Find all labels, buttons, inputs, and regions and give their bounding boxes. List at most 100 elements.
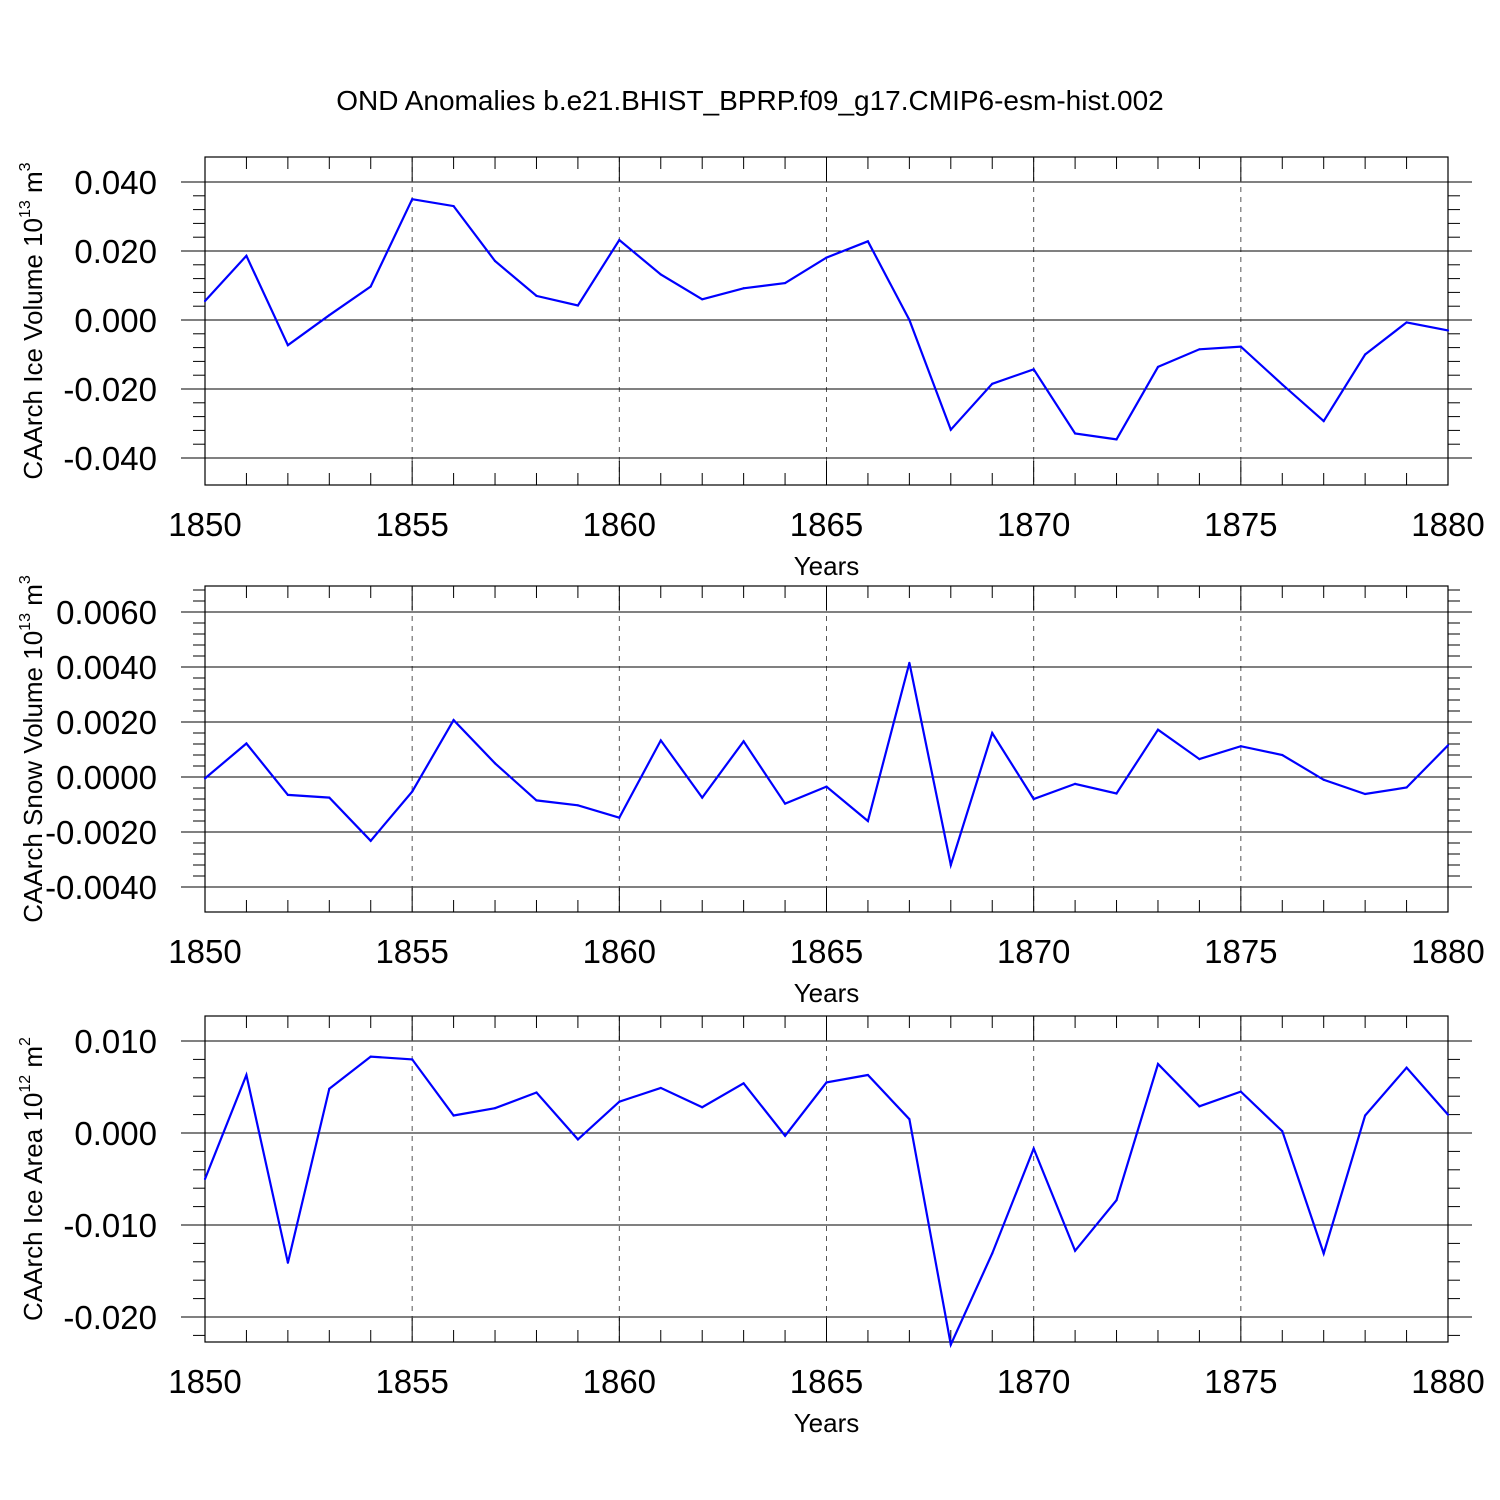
y-axis-label-text: CAArch Snow Volume 10 [18,631,48,923]
data-point [245,254,248,257]
data-point [1239,745,1242,748]
data-point [701,1106,704,1109]
data-point [1446,329,1450,332]
data-point [1032,1147,1035,1150]
data-point [1032,797,1035,801]
y-axis-label: CAArch Snow Volume 1013 m3 [17,575,48,923]
y-axis-label-unit-sup: 2 [17,1037,34,1046]
data-point [535,294,538,297]
data-point [286,793,289,796]
series-line [204,662,1449,870]
y-axis-label-sup: 13 [17,613,34,631]
x-tick-label: 1865 [790,506,863,543]
data-point [452,205,455,208]
data-point [245,742,248,745]
data-point [411,198,414,201]
y-axis-label-text: CAArch Ice Area 10 [18,1093,48,1321]
data-point [1364,353,1367,356]
data-point [701,796,704,799]
y-tick-label: 0.0060 [56,594,157,631]
data-point [328,314,331,317]
data-point [1281,1130,1284,1133]
data-point [535,1091,538,1094]
x-tick-label: 1850 [168,1363,241,1400]
x-tick-label: 1850 [168,506,241,543]
data-point [742,1082,745,1085]
y-tick-label: 0.000 [74,1115,157,1152]
x-tick-label: 1855 [375,506,448,543]
y-tick-label: 0.010 [74,1023,157,1060]
y-axis-label: CAArch Ice Area 1012 m2 [17,1037,48,1321]
data-point [1322,419,1325,423]
data-point [1156,1062,1160,1066]
data-point [411,1058,414,1061]
data-point [286,344,289,347]
data-point [452,1114,455,1117]
data-point [1156,728,1160,731]
data-point [1405,786,1408,789]
data-point [783,1134,787,1137]
data-point [203,299,207,303]
y-axis-label-unit: m [18,171,48,200]
data-point [866,819,870,823]
y-axis-label-text: CAArch Ice Volume 10 [18,218,48,480]
data-point [659,273,662,276]
data-point [576,804,580,807]
data-point [825,1081,828,1084]
data-point [1074,1249,1077,1252]
data-point [866,1073,870,1077]
x-tick-label: 1880 [1411,1363,1484,1400]
data-point [286,1261,289,1264]
x-axis-label: Years [794,978,860,1008]
data-point [328,1087,331,1090]
data-point [1115,438,1118,441]
data-point [493,1107,497,1110]
data-point [618,1100,621,1103]
y-axis-label-unit-sup: 3 [17,575,34,584]
data-point [742,740,745,743]
data-point [783,281,787,285]
data-point [1322,1252,1325,1255]
data-point [576,304,580,307]
data-point [1405,321,1408,324]
x-tick-label: 1870 [997,1363,1070,1400]
x-axis-label: Years [794,1408,860,1438]
data-point [949,863,952,867]
data-point [493,259,497,263]
data-point [493,762,497,765]
data-point [576,1138,580,1141]
data-point [1115,792,1118,795]
data-point [452,718,455,722]
y-axis-label: CAArch Ice Volume 1013 m3 [17,162,48,479]
data-point [1239,345,1242,348]
panel-2: 0.0060 0.0040 0.0020 0.0000 -0.0020 -0.0040 18… [17,575,1485,1008]
data-point [949,428,952,431]
x-tick-label: 1870 [997,933,1070,970]
x-tick-label: 1855 [375,1363,448,1400]
data-point [1281,753,1284,757]
data-point [991,731,994,735]
data-point [908,661,911,664]
y-tick-label: -0.020 [63,371,157,408]
data-point [1239,1090,1242,1093]
data-point [908,1118,911,1121]
y-tick-label: 0.000 [74,302,157,339]
data-point [1032,368,1035,371]
data-point [535,799,538,802]
panel-3: 0.010 0.000 -0.010 -0.020 1850 1855 1860 1865 18… [17,1015,1485,1438]
data-point [783,802,787,805]
data-point [618,816,621,819]
y-tick-label: 0.040 [74,164,157,201]
chart-title: OND Anomalies b.e21.BHIST_BPRP.f09_g17.C… [336,85,1163,116]
data-point [949,1343,952,1346]
data-point [1115,1199,1118,1202]
data-point [866,240,870,243]
y-axis-label-unit: m [18,584,48,613]
data-point [245,1073,248,1077]
y-tick-label: -0.040 [63,440,157,477]
y-axis-label-unit-sup: 3 [17,162,34,171]
data-point [203,777,207,780]
y-tick-label: -0.0040 [45,869,157,906]
x-tick-label: 1865 [790,1363,863,1400]
y-tick-label: -0.020 [63,1299,157,1336]
